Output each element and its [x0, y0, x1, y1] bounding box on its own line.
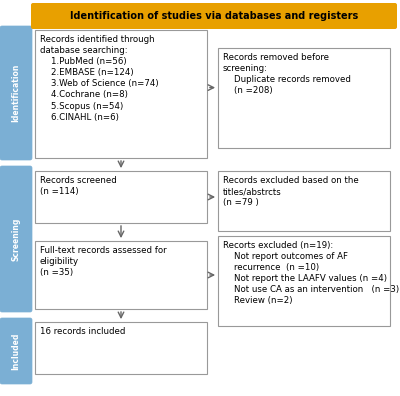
Text: Included: Included — [12, 332, 20, 370]
FancyBboxPatch shape — [218, 48, 390, 148]
Text: Records screened
(n =114): Records screened (n =114) — [40, 176, 117, 196]
Text: Recorts excluded (n=19):
    Not report outcomes of AF
    recurrence  (n =10)
 : Recorts excluded (n=19): Not report outc… — [223, 241, 399, 305]
Text: Records identified through
database searching:
    1.PubMed (n=56)
    2.EMBASE : Records identified through database sear… — [40, 35, 159, 122]
Text: Identification: Identification — [12, 64, 20, 122]
FancyBboxPatch shape — [35, 241, 207, 309]
FancyBboxPatch shape — [35, 322, 207, 374]
FancyBboxPatch shape — [0, 26, 32, 160]
FancyBboxPatch shape — [0, 166, 32, 312]
FancyBboxPatch shape — [35, 30, 207, 158]
Text: Full-text records assessed for
eligibility
(n =35): Full-text records assessed for eligibili… — [40, 246, 167, 277]
FancyBboxPatch shape — [0, 318, 32, 384]
FancyBboxPatch shape — [35, 171, 207, 223]
Text: 16 records included: 16 records included — [40, 327, 125, 336]
Text: Identification of studies via databases and registers: Identification of studies via databases … — [70, 11, 358, 21]
FancyBboxPatch shape — [218, 236, 390, 326]
Text: Records removed before
screening:
    Duplicate records removed
    (n =208): Records removed before screening: Duplic… — [223, 53, 351, 95]
FancyBboxPatch shape — [218, 171, 390, 231]
Text: Screening: Screening — [12, 217, 20, 261]
Text: Records excluded based on the
titles/abstrcts
(n =79 ): Records excluded based on the titles/abs… — [223, 176, 359, 207]
FancyBboxPatch shape — [31, 3, 397, 29]
